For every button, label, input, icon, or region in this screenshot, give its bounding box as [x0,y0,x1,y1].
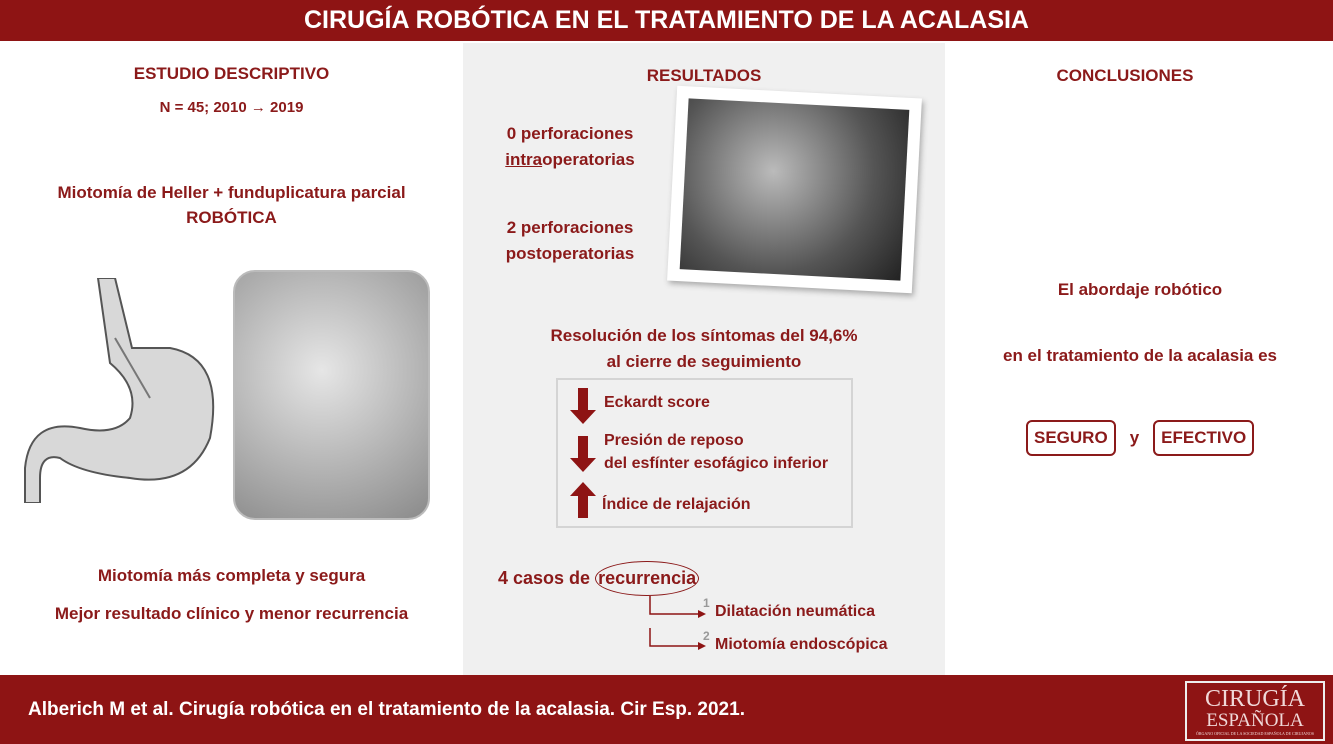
left-heading: ESTUDIO DESCRIPTIVO [133,64,330,83]
outcome-eckardt: Eckardt score [604,394,710,411]
conclusions-heading: CONCLUSIONES [1056,66,1194,85]
recurrence-word: recurrencia [595,561,700,596]
perf-intra-suffix: operatorias [542,150,635,169]
perf-post-line2: postoperatorias [505,244,635,263]
treatment-number: 1 [703,596,710,610]
branch-arrows [649,596,706,650]
conclusion-line2: en el tratamiento de la acalasia es [1002,346,1278,365]
perf-intra-prefix: intra [505,150,543,169]
page-title: CIRUGÍA ROBÓTICA EN EL TRATAMIENTO DE LA… [0,0,1333,43]
perf-intra-line1: 0 perforaciones [506,124,634,143]
conclusion-line1: El abordaje robótico [1057,280,1223,299]
treatment-1: Dilatación neumática [715,603,876,620]
ct-scan-photo [667,85,922,294]
results-heading: RESULTADOS [646,66,762,85]
badge-safe: SEGURO [1026,420,1116,456]
treatment-2: Miotomía endoscópica [715,636,888,653]
arrow-down-icon [570,436,596,472]
benefit-2: Mejor resultado clínico y menor recurren… [54,604,409,623]
procedure-line2: ROBÓTICA [186,208,277,227]
recurrence-prefix: 4 casos de [498,568,596,588]
benefit-1: Miotomía más completa y segura [97,566,366,585]
perf-intra-line2: intraoperatorias [480,150,660,170]
citation: Alberich M et al. Cirugía robótica en el… [0,675,1333,744]
logo-line2: ESPAÑOLA [1206,710,1304,731]
procedure-line1: Miotomía de Heller + funduplicatura parc… [57,183,406,202]
outcomes-box [556,378,853,528]
arrow-down-icon [570,388,596,424]
arrow-up-icon [570,482,596,518]
badge-effective: EFECTIVO [1153,420,1255,456]
stomach-illustration [24,278,215,503]
recurrence-text: 4 casos de recurrencia [498,561,700,596]
perf-post-line1: 2 perforaciones [506,218,634,237]
outcome-relaxation: Índice de relajación [602,496,751,513]
outcome-pressure-line2: del esfínter esofágico inferior [604,455,829,472]
treatment-number: 2 [703,629,710,643]
badge-connector: y [1129,428,1140,447]
logo-line1: CIRUGÍA [1205,686,1305,712]
conclusion-badges: SEGURO y EFECTIVO [1026,420,1255,456]
logo-tagline: ÓRGANO OFICIAL DE LA SOCIEDAD ESPAÑOLA D… [1195,731,1315,736]
robot-instrument-photo [233,270,430,520]
resolution-line1: Resolución de los síntomas del 94,6% [550,326,858,345]
journal-logo: CIRUGÍA ESPAÑOLA ÓRGANO OFICIAL DE LA SO… [1185,681,1325,741]
outcome-pressure-line1: Presión de reposo [604,432,744,449]
resolution-line2: al cierre de seguimiento [606,352,802,371]
sample-size: N = 45; 2010 → 2019 [159,99,304,116]
